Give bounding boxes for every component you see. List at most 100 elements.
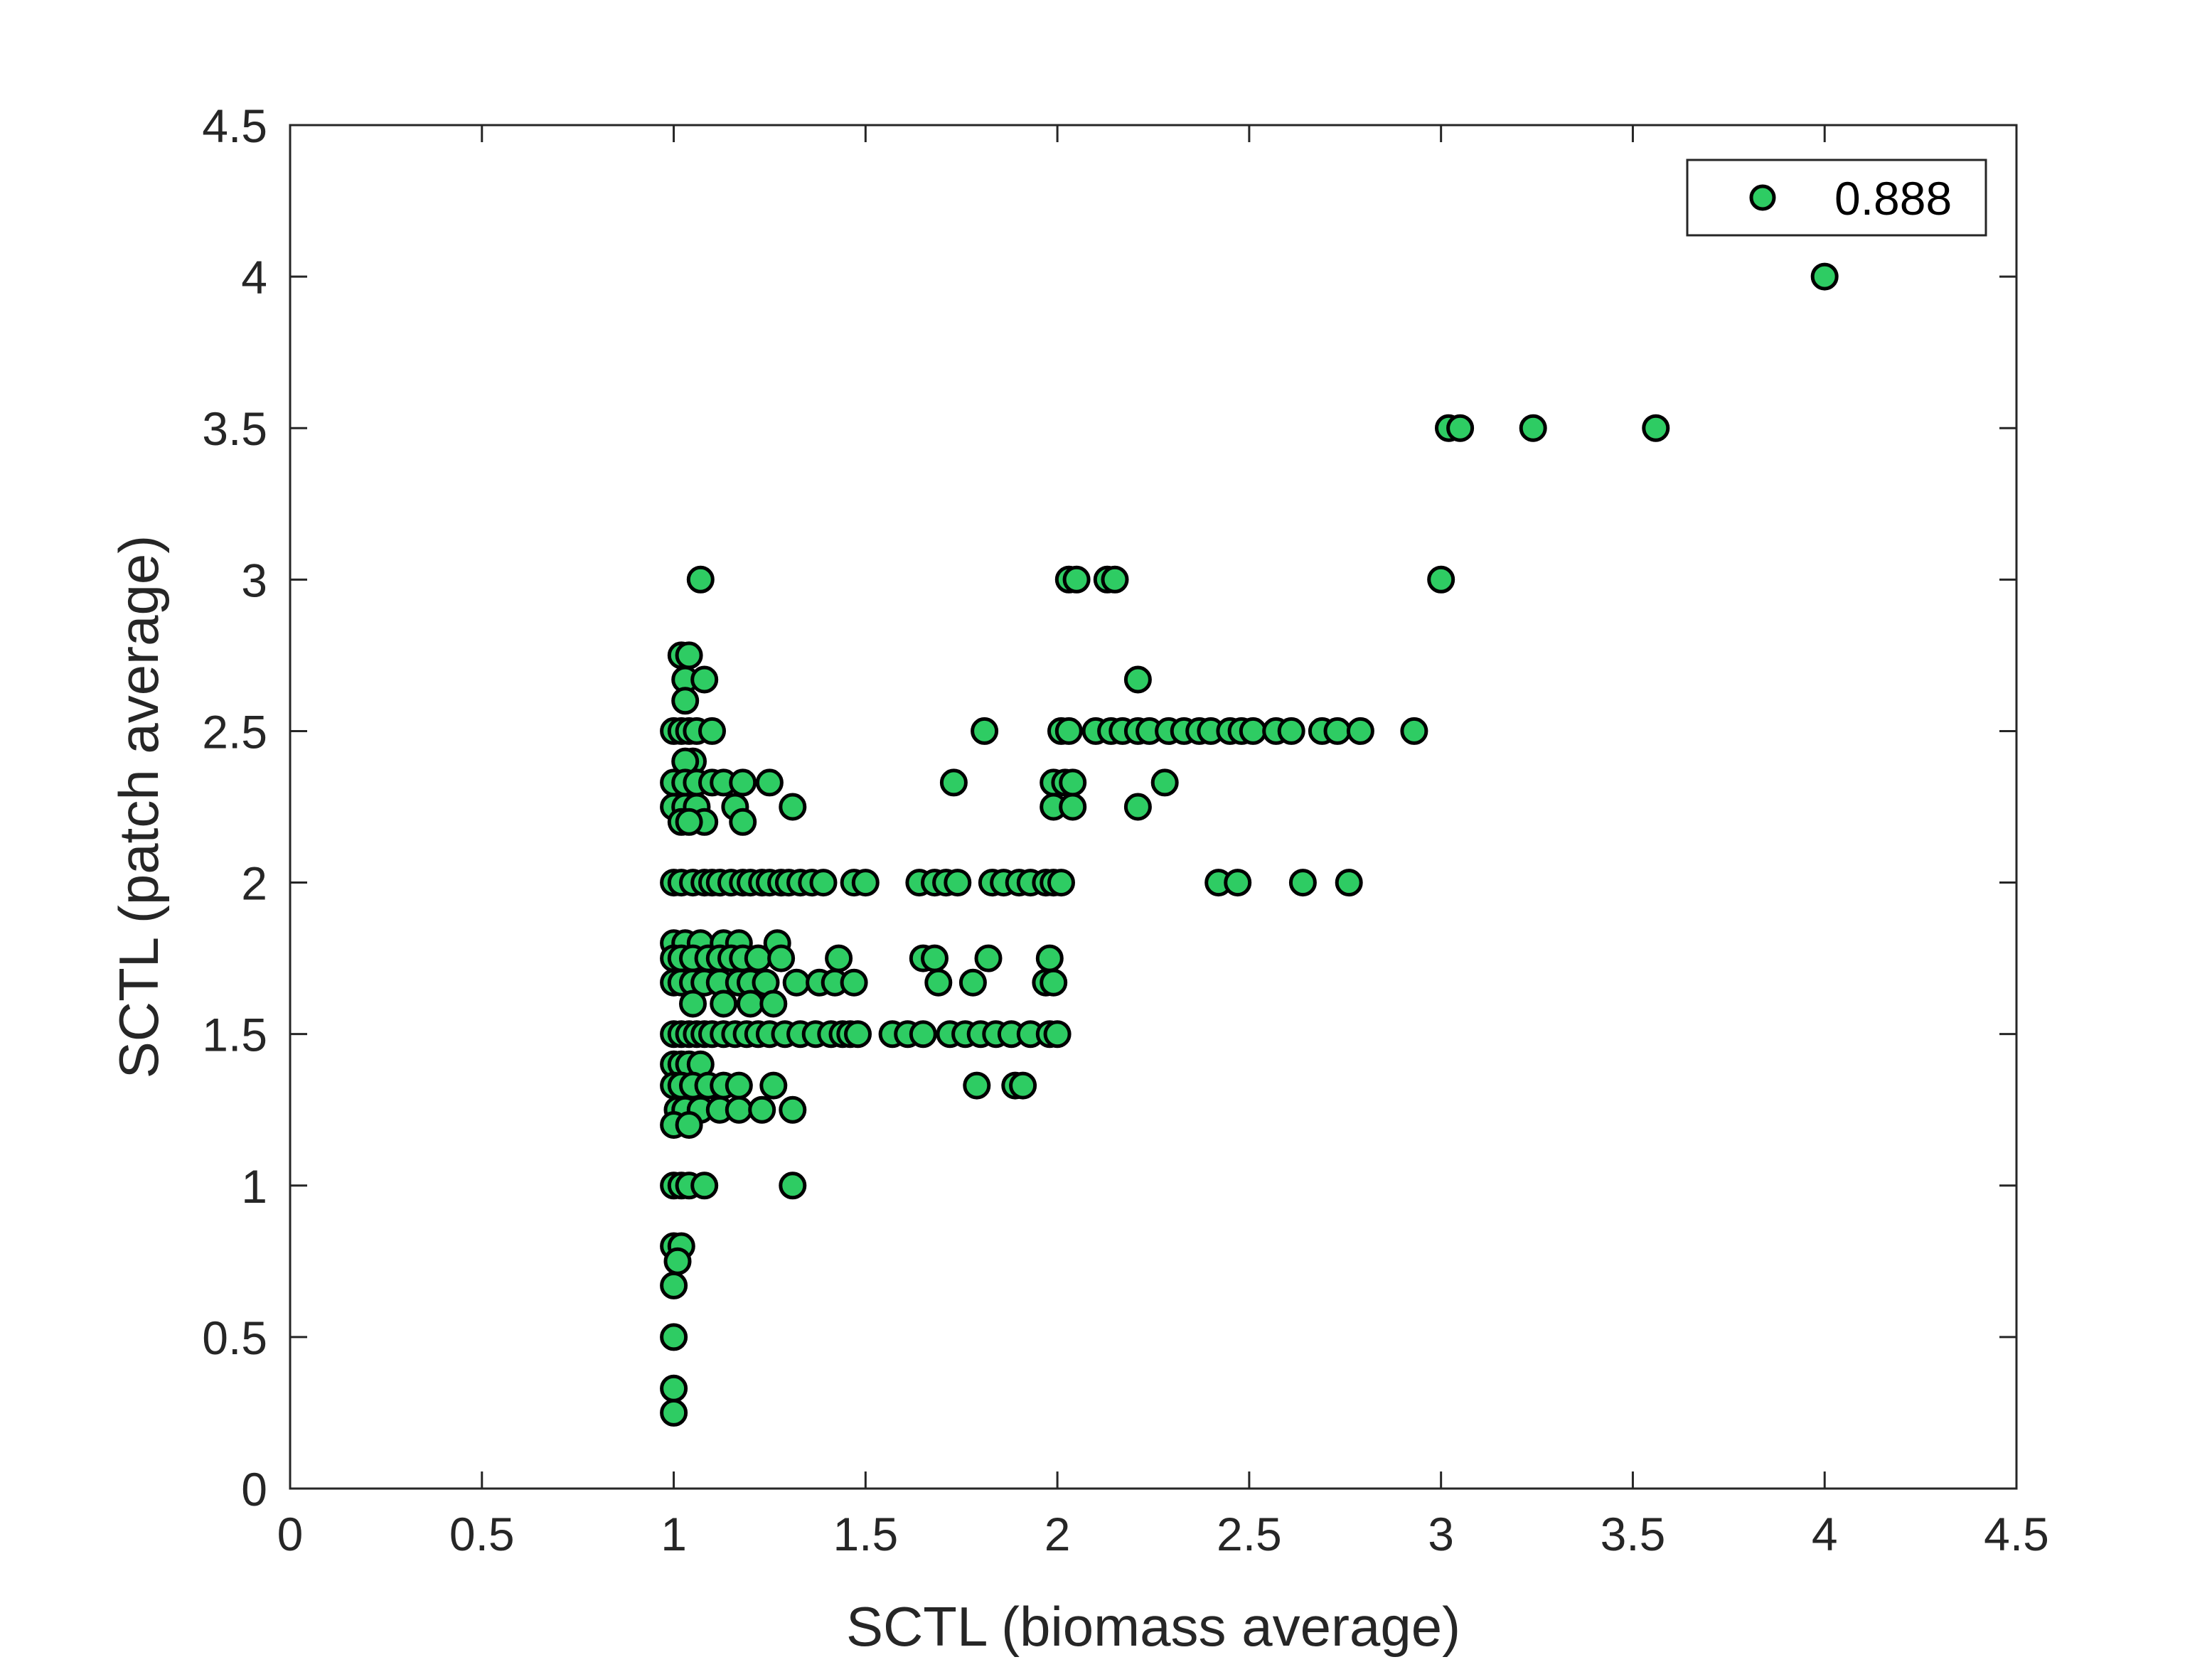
y-tick-label: 1 xyxy=(241,1160,267,1213)
scatter-point xyxy=(675,808,703,836)
scatter-point xyxy=(744,944,772,972)
scatter-point xyxy=(939,768,968,797)
scatter-point xyxy=(1224,869,1252,897)
tick-labels: 0 0.5 1 1.5 2 2.5 3 3.5 4 4.5 0 0.5 1 1.5 2 2.5 3 3.5 4 4.5 xyxy=(202,100,2049,1560)
scatter-point xyxy=(675,641,703,670)
scatter-point xyxy=(963,1071,991,1100)
x-tick-label: 1.5 xyxy=(833,1508,898,1560)
scatter-point xyxy=(660,1374,688,1403)
legend: 0.888 xyxy=(1686,159,1987,237)
scatter-point xyxy=(809,869,838,897)
scatter-point xyxy=(1427,565,1455,594)
scatter-point xyxy=(971,717,999,745)
scatter-point xyxy=(782,968,811,997)
scatter-point xyxy=(679,990,707,1018)
scatter-point xyxy=(767,944,796,972)
scatter-point xyxy=(759,1071,788,1100)
x-axis-label: SCTL (biomass average) xyxy=(846,1595,1460,1658)
scatter-point xyxy=(686,565,715,594)
scatter-point xyxy=(1059,793,1087,821)
x-tick-label: 0 xyxy=(277,1508,304,1560)
data-points xyxy=(660,262,1839,1427)
scatter-point xyxy=(825,944,853,972)
scatter-point xyxy=(1047,869,1075,897)
scatter-point xyxy=(729,768,757,797)
x-tick-label: 0.5 xyxy=(449,1508,515,1560)
scatter-point xyxy=(909,1020,937,1049)
scatter-point xyxy=(1059,768,1087,797)
scatter-point xyxy=(779,1095,807,1124)
scatter-point xyxy=(1323,717,1352,745)
plot-area-frame xyxy=(289,124,2018,1490)
scatter-point xyxy=(1335,869,1363,897)
scatter-point xyxy=(1101,565,1129,594)
scatter-point xyxy=(1400,717,1428,745)
scatter-point xyxy=(1810,262,1839,291)
scatter-point xyxy=(1446,414,1475,442)
scatter-point xyxy=(1035,944,1064,972)
y-tick-label: 2.5 xyxy=(202,705,267,758)
scatter-point xyxy=(1123,665,1152,694)
scatter-point xyxy=(1239,717,1267,745)
y-tick-label: 4 xyxy=(241,251,267,304)
scatter-point xyxy=(1288,869,1317,897)
scatter-point xyxy=(1062,565,1091,594)
scatter-point xyxy=(710,990,738,1018)
y-tick-label: 0.5 xyxy=(202,1312,267,1364)
scatter-point xyxy=(755,768,784,797)
scatter-point xyxy=(779,1172,807,1200)
scatter-point xyxy=(958,968,987,997)
scatter-point xyxy=(690,665,719,694)
scatter-point xyxy=(1642,414,1670,442)
scatter-point xyxy=(1040,968,1068,997)
y-tick-label: 4.5 xyxy=(202,100,267,152)
x-tick-label: 2 xyxy=(1044,1508,1071,1560)
scatter-point xyxy=(1519,414,1547,442)
scatter-point xyxy=(944,869,972,897)
scatter-point xyxy=(840,968,868,997)
scatter-point xyxy=(974,944,1003,972)
scatter-point xyxy=(844,1020,872,1049)
scatter-point xyxy=(660,1323,688,1351)
scatter-point xyxy=(729,808,757,836)
scatter-point xyxy=(921,944,949,972)
legend-marker-icon xyxy=(1749,184,1776,211)
x-tick-label: 3 xyxy=(1428,1508,1454,1560)
legend-entry-label: 0.888 xyxy=(1834,172,1952,225)
y-tick-label: 1.5 xyxy=(202,1009,267,1061)
scatter-point xyxy=(1277,717,1305,745)
y-tick-label: 2 xyxy=(241,857,267,910)
scatter-point xyxy=(851,869,880,897)
scatter-point xyxy=(1123,793,1152,821)
x-tick-label: 2.5 xyxy=(1217,1508,1282,1560)
scatter-point xyxy=(1346,717,1374,745)
scatter-point xyxy=(759,990,788,1018)
scatter-point xyxy=(737,990,764,1018)
scatter-point xyxy=(663,1247,692,1275)
legend-box xyxy=(1686,159,1987,237)
scatter-point xyxy=(1043,1020,1072,1049)
scatter-point xyxy=(748,1095,776,1124)
y-tick-label: 3 xyxy=(241,554,267,606)
scatter-point xyxy=(725,1095,753,1124)
scatter-point xyxy=(675,1111,703,1139)
scatter-point xyxy=(1054,717,1083,745)
y-axis-label: SCTL (patch average) xyxy=(107,535,170,1078)
x-tick-label: 4 xyxy=(1812,1508,1838,1560)
scatter-point xyxy=(725,1071,753,1100)
x-tick-label: 1 xyxy=(661,1508,687,1560)
scatter-point xyxy=(698,717,726,745)
scatter-point xyxy=(690,1172,719,1200)
y-tick-label: 0 xyxy=(241,1463,267,1516)
scatter-point xyxy=(924,968,953,997)
scatter-point xyxy=(1150,768,1179,797)
scatter-point xyxy=(1009,1071,1037,1100)
scatter-point xyxy=(660,1398,688,1427)
x-tick-label: 3.5 xyxy=(1601,1508,1666,1560)
x-tick-label: 4.5 xyxy=(1984,1508,2049,1560)
scatter-point xyxy=(660,1271,688,1299)
scatter-point xyxy=(779,793,807,821)
